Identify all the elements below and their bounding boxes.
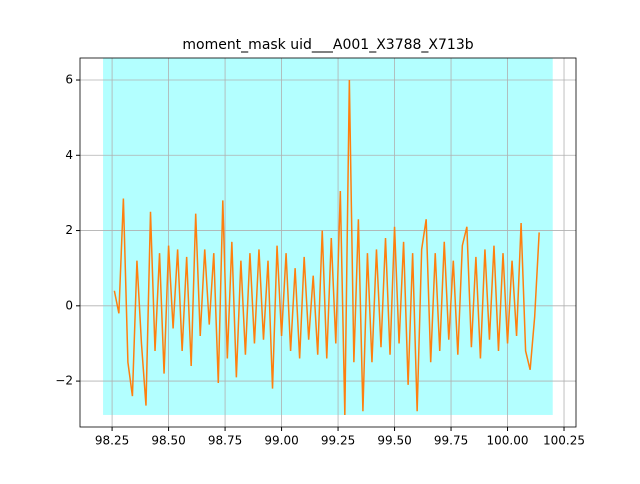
x-tick-label: 99.75 [434,434,468,448]
y-tick-label: 0 [65,298,73,312]
x-tick-label: 99.00 [264,434,298,448]
highlight-span [103,58,553,415]
y-tick-label: 4 [65,148,73,162]
x-tick-label: 100.00 [487,434,529,448]
x-tick-label: 98.25 [95,434,129,448]
data-line [113,80,540,415]
x-tick-label: 100.25 [543,434,585,448]
y-tick-label: −2 [55,374,73,388]
x-tick-label: 99.25 [321,434,355,448]
y-tick-label: 2 [65,223,73,237]
plot-frame [79,57,577,428]
x-tick-label: 98.50 [151,434,185,448]
chart-title: moment_mask uid___A001_X3788_X713b [182,37,473,53]
x-tick-label: 98.75 [208,434,242,448]
y-tick-label: 6 [65,73,73,87]
x-tick-label: 99.50 [377,434,411,448]
